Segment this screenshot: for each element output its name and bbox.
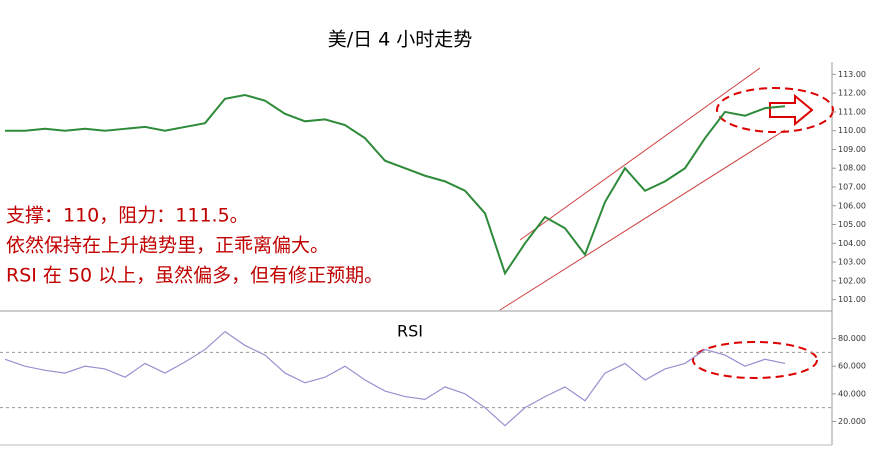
y-tick-label: 103.00 <box>838 258 866 267</box>
y-tick-label: 80.000 <box>838 334 866 343</box>
y-tick-label: 102.00 <box>838 276 866 285</box>
data-line <box>5 94 786 276</box>
y-tick-label: 110.00 <box>838 126 866 135</box>
annotation: 依然保持在上升趋势里，正乖离偏大。 <box>6 235 329 257</box>
y-tick-label: 20.000 <box>838 417 866 426</box>
y-tick-label: 105.00 <box>838 220 866 229</box>
y-tick-label: 111.00 <box>838 107 866 116</box>
y-tick-label: 108.00 <box>838 164 866 173</box>
chart-title: 美/日 4 小时走势 <box>328 29 473 51</box>
y-tick-label: 113.00 <box>838 70 866 79</box>
rsi-title: RSI <box>397 322 423 341</box>
rsi-ellipse <box>692 341 818 379</box>
y-tick-label: 104.00 <box>838 239 866 248</box>
arrow <box>769 93 814 127</box>
channel-lower <box>499 129 786 311</box>
y-tick-label: 107.00 <box>838 183 866 192</box>
annotation: 支撑：110，阻力：111.5。 <box>6 205 249 227</box>
highlight-ellipse <box>716 87 834 133</box>
y-tick-label: 101.00 <box>838 295 866 304</box>
channel-upper <box>519 67 761 241</box>
data-line <box>4 330 786 427</box>
annotation: RSI 在 50 以上，虽然偏多，但有修正预期。 <box>6 265 383 287</box>
y-tick-label: 106.00 <box>838 201 866 210</box>
y-tick-label: 40.000 <box>838 389 866 398</box>
y-tick-label: 112.00 <box>838 89 866 98</box>
y-tick-label: 60.000 <box>838 362 866 371</box>
y-tick-label: 109.00 <box>838 145 866 154</box>
